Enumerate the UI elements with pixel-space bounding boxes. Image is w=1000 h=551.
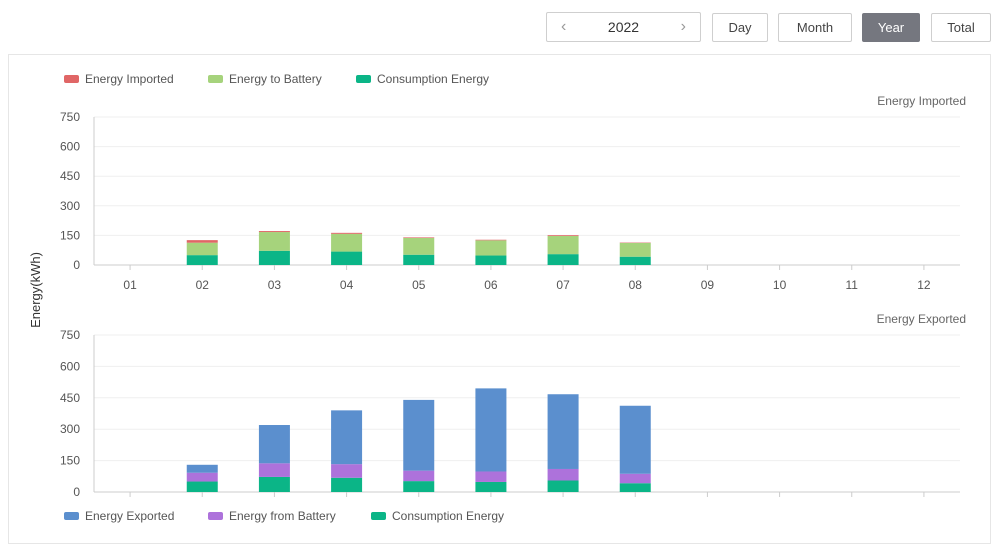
bar-energy-imported: [547, 235, 579, 236]
y-tick-label: 750: [60, 110, 80, 124]
bar-consumption-energy: [331, 477, 363, 492]
energy-charts: 0 150 300 450 600 750 01 02 03 04 05 06 07 08 09 10 11 12…: [28, 72, 966, 523]
bar-consumption-energy: [475, 255, 507, 265]
bar-energy-to-battery: [258, 232, 290, 251]
bar-consumption-energy: [331, 251, 363, 265]
bar-consumption-energy: [403, 254, 435, 265]
month-button[interactable]: Month: [778, 13, 852, 42]
bar-energy-exported: [258, 425, 290, 464]
bar-energy-to-battery: [547, 235, 579, 255]
chevron-left-icon[interactable]: ‹: [561, 18, 567, 35]
legend-swatch: [64, 512, 79, 520]
y-tick-label: 0: [73, 258, 80, 272]
year-selector: ‹ 2022 ›: [546, 12, 701, 42]
chart-panel: 0 150 300 450 600 750 01 02 03 04 05 06 07 08 09 10 11 12…: [8, 54, 991, 544]
year-button[interactable]: Year: [862, 13, 920, 42]
bar-energy-exported: [475, 388, 507, 472]
legend-swatch: [64, 75, 79, 83]
legend-label: Energy from Battery: [229, 509, 336, 523]
y-tick-label: 0: [73, 485, 80, 499]
y-tick-label: 300: [60, 422, 80, 436]
bar-energy-to-battery: [475, 240, 507, 256]
bar-consumption-energy: [403, 481, 435, 492]
x-tick-label: 03: [268, 278, 282, 292]
x-tick-label: 05: [412, 278, 426, 292]
legend-swatch: [371, 512, 386, 520]
bar-energy-from-battery: [403, 470, 435, 482]
bar-energy-to-battery: [331, 233, 363, 252]
y-tick-label: 150: [60, 454, 80, 468]
bar-energy-from-battery: [331, 464, 363, 478]
bar-energy-exported: [547, 394, 579, 469]
bar-energy-to-battery: [619, 242, 651, 257]
bar-energy-imported: [475, 239, 507, 241]
legend-label: Energy to Battery: [229, 72, 322, 86]
bar-energy-imported: [186, 240, 218, 243]
y-tick-label: 450: [60, 169, 80, 183]
bar-energy-imported: [403, 237, 435, 238]
bar-energy-from-battery: [475, 471, 507, 482]
bar-energy-exported: [186, 464, 218, 473]
bar-consumption-energy: [258, 476, 290, 492]
x-tick-label: 04: [340, 278, 354, 292]
bar-energy-from-battery: [258, 463, 290, 477]
bar-consumption-energy: [186, 255, 218, 265]
bar-energy-imported: [258, 231, 290, 233]
legend-label: Energy Exported: [85, 509, 174, 523]
legend-swatch: [356, 75, 371, 83]
bar-energy-to-battery: [403, 237, 435, 255]
chart-title: Energy Imported: [877, 94, 966, 108]
year-label: 2022: [607, 19, 640, 35]
x-tick-label: 01: [123, 278, 137, 292]
y-axis-label: Energy(kWh): [28, 252, 43, 328]
x-tick-label: 08: [629, 278, 643, 292]
y-tick-label: 300: [60, 199, 80, 213]
x-tick-label: 12: [917, 278, 931, 292]
x-tick-label: 06: [484, 278, 498, 292]
bar-consumption-energy: [619, 483, 651, 492]
legend-label: Energy Imported: [85, 72, 174, 86]
bar-consumption-energy: [547, 254, 579, 265]
bar-energy-exported: [619, 405, 651, 474]
toolbar: ‹ 2022 › Day Month Year Total: [0, 12, 1000, 44]
legend-label: Consumption Energy: [392, 509, 504, 523]
x-tick-label: 11: [846, 278, 859, 292]
y-tick-label: 600: [60, 140, 80, 154]
bar-energy-exported: [403, 399, 435, 471]
bar-consumption-energy: [547, 480, 579, 492]
bar-energy-from-battery: [547, 468, 579, 481]
y-tick-label: 750: [60, 328, 80, 342]
y-tick-label: 600: [60, 359, 80, 373]
legend-swatch: [208, 512, 223, 520]
y-tick-label: 450: [60, 391, 80, 405]
bar-energy-imported: [331, 232, 363, 234]
x-tick-label: 09: [701, 278, 715, 292]
chart-title: Energy Exported: [877, 312, 966, 326]
day-button[interactable]: Day: [712, 13, 768, 42]
bar-energy-from-battery: [186, 472, 218, 482]
bar-consumption-energy: [186, 481, 218, 492]
legend-swatch: [208, 75, 223, 83]
bar-consumption-energy: [619, 256, 651, 265]
chevron-right-icon[interactable]: ›: [680, 18, 686, 35]
bar-consumption-energy: [475, 481, 507, 492]
x-tick-label: 10: [773, 278, 787, 292]
x-tick-label: 02: [196, 278, 210, 292]
x-tick-label: 07: [556, 278, 570, 292]
bar-energy-from-battery: [619, 473, 651, 484]
total-button[interactable]: Total: [931, 13, 991, 42]
bar-energy-to-battery: [186, 242, 218, 256]
legend-label: Consumption Energy: [377, 72, 489, 86]
bar-consumption-energy: [258, 250, 290, 265]
y-tick-label: 150: [60, 228, 80, 242]
bar-energy-exported: [331, 410, 363, 465]
